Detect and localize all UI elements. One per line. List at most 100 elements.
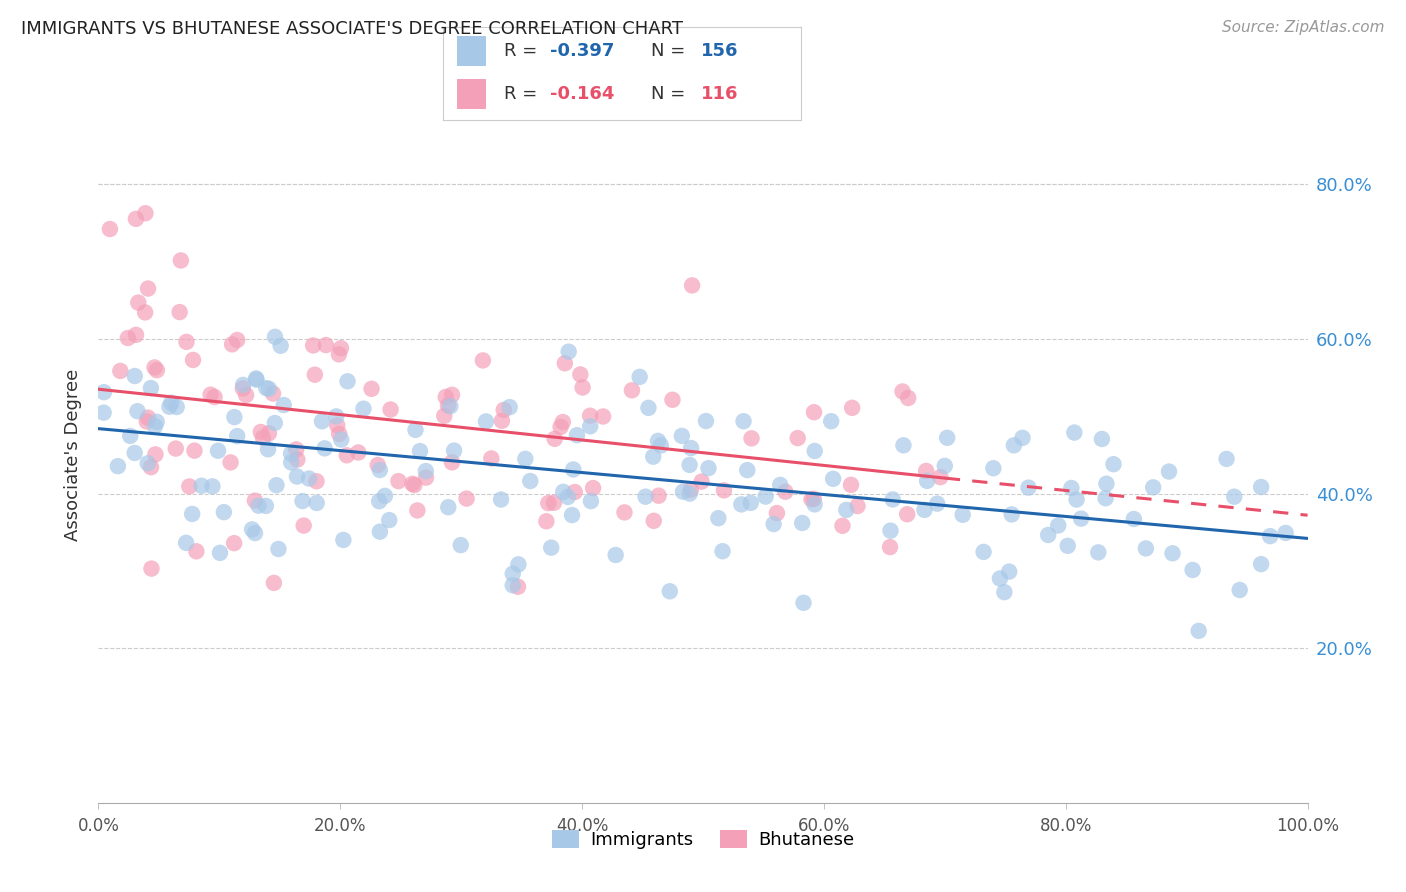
Point (264, 330, 287, 344)
Point (1063, 425, 1085, 440)
Point (368, 524, 391, 539)
Point (800, 492, 823, 507)
Point (733, 414, 755, 428)
Point (280, 447, 302, 461)
Point (305, 496, 328, 510)
Point (681, 278, 703, 293)
Point (571, 380, 593, 394)
Point (254, 381, 277, 395)
Point (1087, 545, 1109, 559)
Point (143, 419, 166, 434)
Point (368, 463, 391, 477)
Point (936, 431, 959, 445)
Point (165, 442, 187, 456)
Point (146, 363, 169, 377)
Point (145, 447, 167, 461)
Point (183, 443, 205, 458)
Point (125, 327, 148, 342)
Point (207, 443, 229, 458)
Point (190, 479, 212, 493)
Point (314, 442, 336, 456)
Point (543, 496, 565, 510)
Point (713, 483, 735, 498)
Point (499, 400, 522, 414)
Point (1060, 481, 1083, 495)
Point (443, 443, 465, 458)
Point (247, 499, 270, 513)
Point (769, 478, 792, 492)
Text: -0.164: -0.164 (551, 86, 614, 103)
Point (1188, 624, 1211, 638)
Point (141, 561, 163, 575)
Point (792, 596, 814, 610)
Point (671, 429, 693, 443)
Point (433, 409, 456, 423)
Point (679, 483, 702, 497)
Point (1181, 563, 1204, 577)
Point (139, 460, 162, 475)
Point (672, 484, 695, 499)
Point (166, 400, 188, 414)
Point (401, 476, 423, 491)
Point (1135, 541, 1157, 556)
Point (1161, 546, 1184, 560)
Point (579, 419, 602, 434)
Point (479, 451, 502, 466)
Point (1122, 512, 1144, 526)
Point (1095, 476, 1118, 491)
Point (226, 333, 249, 347)
Point (1250, 480, 1272, 494)
Point (311, 414, 333, 428)
Point (697, 461, 720, 475)
Point (1250, 557, 1272, 571)
Point (266, 478, 288, 492)
Point (157, 400, 180, 414)
Point (406, 503, 429, 517)
Point (243, 526, 266, 541)
Point (304, 368, 326, 382)
Point (492, 403, 515, 417)
Point (775, 484, 797, 499)
Point (879, 540, 901, 554)
Point (658, 584, 681, 599)
Point (107, 459, 129, 474)
Point (456, 491, 478, 506)
Point (929, 470, 952, 484)
Point (136, 281, 159, 295)
Point (367, 458, 389, 472)
Point (437, 500, 460, 515)
Point (983, 461, 1005, 475)
Point (245, 371, 267, 385)
FancyBboxPatch shape (457, 36, 486, 66)
Point (93, 406, 115, 420)
Point (263, 575, 285, 590)
Point (224, 410, 246, 425)
Point (554, 356, 576, 370)
Point (620, 384, 643, 398)
Point (208, 546, 231, 560)
Point (927, 497, 949, 511)
Point (135, 414, 157, 428)
Point (893, 438, 915, 452)
Point (134, 305, 156, 319)
Point (792, 516, 814, 530)
Point (302, 338, 325, 352)
Point (661, 392, 683, 407)
Point (441, 388, 464, 402)
Point (125, 211, 148, 226)
Point (124, 446, 146, 460)
Point (993, 585, 1015, 599)
Point (404, 423, 426, 437)
Point (707, 511, 730, 525)
Point (374, 489, 396, 503)
Point (110, 364, 132, 378)
Point (579, 409, 602, 423)
Point (360, 382, 382, 396)
Point (292, 518, 315, 533)
Point (679, 486, 702, 500)
Point (1070, 511, 1092, 525)
Point (347, 445, 370, 459)
Point (841, 401, 863, 415)
Point (1274, 525, 1296, 540)
Point (803, 405, 825, 419)
